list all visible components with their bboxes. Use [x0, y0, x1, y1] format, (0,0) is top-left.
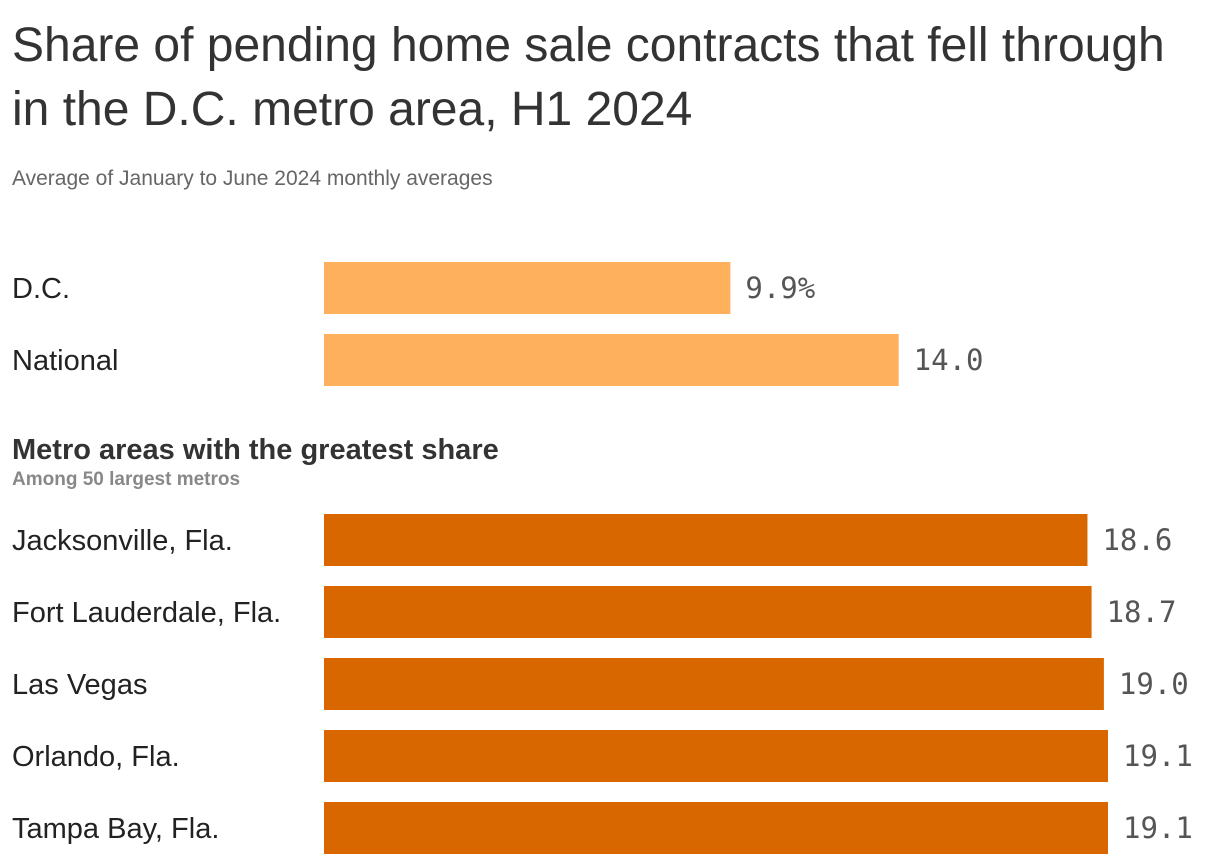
bar	[324, 658, 1104, 710]
bar	[324, 730, 1108, 782]
section-title-metros: Metro areas with the greatest share	[12, 434, 499, 466]
value-label: 19.1	[1123, 811, 1193, 845]
bar	[324, 262, 731, 314]
section-subtitle-metros: Among 50 largest metros	[12, 469, 241, 490]
value-label: 14.0	[914, 343, 984, 377]
category-label: D.C.	[12, 273, 70, 305]
value-label: 18.6	[1102, 523, 1172, 557]
value-label: 18.7	[1107, 595, 1177, 629]
bar	[324, 514, 1088, 566]
value-label: 19.1	[1123, 739, 1193, 773]
category-label: Orlando, Fla.	[12, 741, 180, 773]
category-label: Jacksonville, Fla.	[12, 525, 233, 557]
value-label: 19.0	[1119, 667, 1189, 701]
chart-title: Share of pending home sale contracts tha…	[12, 19, 1165, 136]
category-label: National	[12, 345, 118, 377]
bar	[324, 802, 1108, 854]
category-label: Las Vegas	[12, 669, 147, 701]
category-label: Tampa Bay, Fla.	[12, 813, 219, 845]
chart-subtitle: Average of January to June 2024 monthly …	[12, 167, 493, 190]
value-label: 9.9%	[745, 271, 815, 305]
bar	[324, 334, 899, 386]
category-label: Fort Lauderdale, Fla.	[12, 597, 281, 629]
bar	[324, 586, 1092, 638]
